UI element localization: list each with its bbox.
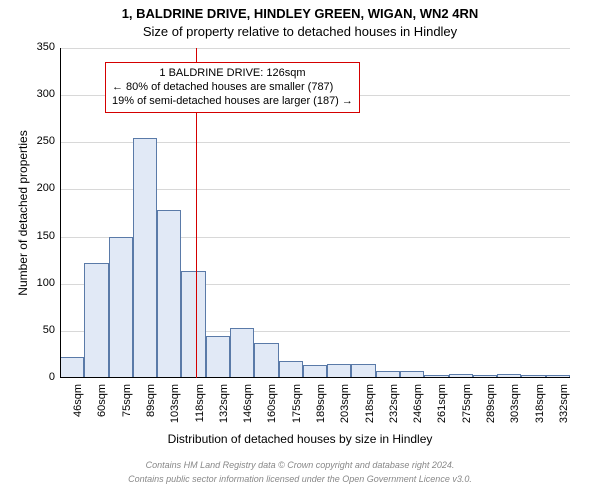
annotation-box: 1 BALDRINE DRIVE: 126sqm ← 80% of detach… [105,62,360,113]
x-axis-line [60,377,570,378]
x-tick-label: 89sqm [145,384,157,434]
x-tick-label: 203sqm [339,384,351,434]
histogram-bar [157,210,181,378]
gridline [60,48,570,49]
x-tick-label: 232sqm [388,384,400,434]
annotation-line-1: 1 BALDRINE DRIVE: 126sqm [112,67,353,81]
y-tick-label: 50 [25,324,55,336]
attribution-line-2: Contains public sector information licen… [0,474,600,484]
histogram-bar [84,263,108,378]
histogram-bar [351,364,375,378]
y-axis-line [60,48,61,378]
y-tick-label: 300 [25,88,55,100]
x-tick-label: 46sqm [72,384,84,434]
x-tick-label: 118sqm [194,384,206,434]
y-tick-label: 250 [25,135,55,147]
x-tick-label: 218sqm [364,384,376,434]
x-tick-label: 175sqm [291,384,303,434]
y-tick-label: 150 [25,230,55,242]
histogram-bar [109,237,133,378]
x-tick-label: 246sqm [412,384,424,434]
chart-root: { "title": { "line1": "1, BALDRINE DRIVE… [0,0,600,500]
x-tick-label: 146sqm [242,384,254,434]
annotation-line-3: 19% of semi-detached houses are larger (… [112,95,353,109]
histogram-bar [206,336,230,378]
histogram-bar [327,364,351,378]
x-tick-label: 261sqm [436,384,448,434]
histogram-bar [181,271,205,378]
x-tick-label: 189sqm [315,384,327,434]
y-tick-label: 0 [25,371,55,383]
x-tick-label: 160sqm [266,384,278,434]
x-tick-label: 289sqm [485,384,497,434]
histogram-bar [133,138,157,378]
x-tick-label: 60sqm [96,384,108,434]
y-tick-label: 100 [25,277,55,289]
y-tick-label: 350 [25,41,55,53]
x-tick-label: 303sqm [509,384,521,434]
x-tick-label: 275sqm [461,384,473,434]
attribution-line-1: Contains HM Land Registry data © Crown c… [0,460,600,470]
x-tick-label: 332sqm [558,384,570,434]
histogram-bar [279,361,303,378]
x-tick-label: 132sqm [218,384,230,434]
x-tick-label: 75sqm [121,384,133,434]
annotation-line-2: ← 80% of detached houses are smaller (78… [112,81,353,95]
x-tick-label: 318sqm [534,384,546,434]
x-tick-label: 103sqm [169,384,181,434]
histogram-bar [60,357,84,378]
histogram-bar [254,343,278,378]
chart-title: 1, BALDRINE DRIVE, HINDLEY GREEN, WIGAN,… [0,6,600,21]
histogram-bar [230,328,254,378]
chart-subtitle: Size of property relative to detached ho… [0,24,600,39]
x-axis-label: Distribution of detached houses by size … [0,432,600,446]
y-tick-label: 200 [25,182,55,194]
